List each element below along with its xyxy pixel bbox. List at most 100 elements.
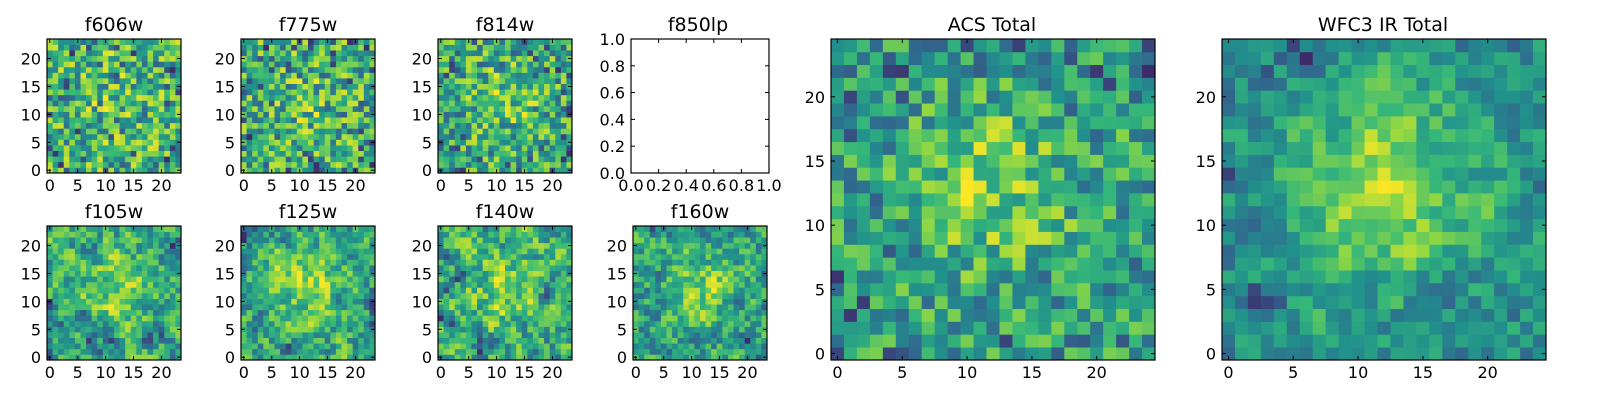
heatmap-cell [335, 242, 342, 249]
heatmap-cell [319, 50, 326, 57]
heatmap-cell [921, 282, 936, 297]
heatmap-cell [352, 231, 359, 238]
heatmap-cell [246, 309, 253, 316]
heatmap-cell [175, 348, 182, 355]
heatmap-cell [119, 315, 126, 322]
heatmap-cell [147, 270, 154, 277]
heatmap-cell [454, 237, 461, 244]
heatmap-cell [80, 320, 87, 327]
heatmap-cell [1116, 90, 1130, 104]
heatmap-cell [369, 253, 376, 260]
heatmap-cell [341, 167, 348, 174]
heatmap-cell [477, 89, 484, 96]
heatmap-cell [291, 287, 298, 294]
heatmap-cell [566, 133, 573, 140]
heatmap-cell [252, 167, 259, 174]
heatmap-cell [164, 348, 171, 355]
heatmap-cell [136, 343, 143, 350]
heatmap-cell [895, 244, 910, 258]
heatmap-cell [516, 343, 523, 350]
heatmap-cell [1116, 308, 1130, 322]
heatmap-cell [895, 90, 910, 104]
heatmap-cell [460, 265, 467, 272]
heatmap-cell [438, 128, 444, 135]
heatmap-cell [449, 309, 456, 316]
heatmap-cell [175, 117, 182, 124]
heatmap-cell [241, 348, 247, 355]
heatmap-cell [108, 167, 115, 174]
heatmap-cell [285, 106, 292, 112]
heatmap-cell [136, 259, 143, 266]
heatmap-cell [308, 348, 314, 355]
heatmap-cell [560, 276, 567, 283]
heatmap-cell [649, 354, 656, 361]
heatmap-cell [1051, 167, 1065, 181]
heatmap-cell [119, 259, 126, 266]
heatmap-cell [521, 128, 528, 135]
heatmap-cell [471, 304, 478, 311]
heatmap-cell [97, 226, 104, 232]
heatmap-cell [1012, 64, 1026, 78]
heatmap-cell [532, 145, 539, 152]
heatmap-cell [999, 295, 1013, 309]
x-tick-label: 20 [737, 363, 757, 382]
heatmap-cell [125, 122, 132, 129]
heatmap-cell [538, 315, 545, 322]
heatmap-cell [296, 320, 303, 327]
heatmap-cell [369, 117, 376, 124]
heatmap-cell [722, 242, 729, 249]
heatmap-cell [125, 242, 132, 249]
heatmap-cell [449, 100, 456, 107]
heatmap-cell [521, 145, 528, 152]
heatmap-cell [257, 315, 264, 322]
heatmap-cell [302, 231, 309, 238]
heatmap-cell [319, 276, 326, 283]
heatmap-cell [69, 128, 76, 135]
heatmap-cell [566, 50, 573, 57]
heatmap-cell [677, 315, 684, 322]
heatmap-cell [285, 89, 292, 96]
heatmap-cell [499, 304, 506, 311]
heatmap-cell [549, 348, 556, 355]
heatmap-cell [739, 276, 746, 283]
heatmap-cell [324, 315, 331, 322]
heatmap-cell [114, 167, 120, 174]
heatmap-cell [493, 100, 500, 107]
heatmap-cell [655, 237, 662, 244]
heatmap-cell [147, 66, 154, 73]
heatmap-cell [744, 248, 751, 255]
heatmap-cell [488, 309, 495, 316]
heatmap-cell [352, 298, 359, 305]
heatmap-cell [158, 72, 165, 79]
heatmap-cell [153, 248, 160, 255]
heatmap-cell [319, 145, 326, 152]
heatmap-cell [947, 128, 961, 143]
heatmap-cell [843, 154, 858, 168]
heatmap-cell [683, 298, 690, 305]
heatmap-cell [449, 242, 456, 249]
heatmap-cell [908, 205, 923, 220]
heatmap-cell [69, 337, 76, 344]
heatmap-cell [86, 150, 93, 157]
heatmap-cell [169, 354, 176, 361]
heatmap-cell [296, 343, 303, 350]
heatmap-cell [471, 320, 478, 327]
heatmap-cell [241, 337, 247, 344]
heatmap-cell [683, 270, 690, 277]
heatmap-cell [744, 259, 751, 266]
heatmap-cell [505, 145, 511, 152]
heatmap-cell [108, 44, 115, 51]
heatmap-cell [1077, 321, 1091, 335]
heatmap-cell [274, 150, 281, 157]
heatmap-cell [999, 321, 1013, 335]
heatmap-cell [97, 39, 104, 45]
heatmap-cell [638, 348, 645, 355]
heatmap-cell [711, 248, 718, 255]
heatmap-cell [856, 39, 871, 53]
heatmap-cell [296, 72, 303, 79]
heatmap-cell [1077, 77, 1091, 91]
heatmap-cell [831, 308, 845, 322]
heatmap-cell [296, 111, 303, 118]
heatmap-cell [471, 242, 478, 249]
heatmap-cell [700, 348, 706, 355]
